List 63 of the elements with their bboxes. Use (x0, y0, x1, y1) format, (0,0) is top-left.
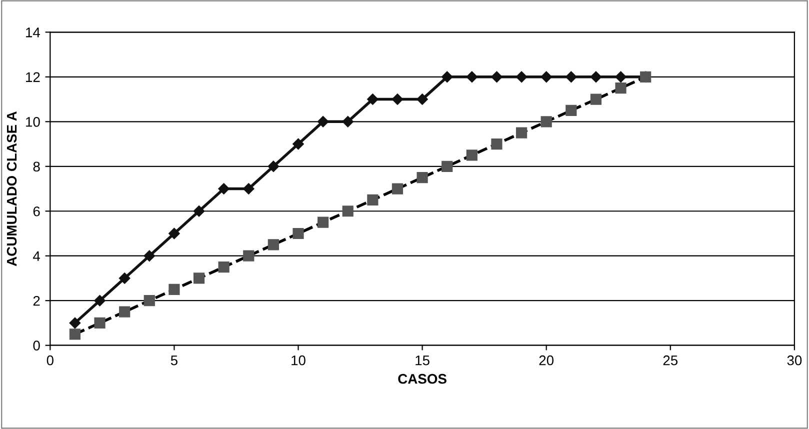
y-tick-label: 4 (33, 251, 40, 261)
y-tick-label: 6 (33, 206, 40, 216)
point (491, 138, 502, 150)
y-tick-label: 8 (33, 162, 40, 172)
point (69, 317, 81, 329)
point (144, 250, 155, 262)
point (392, 183, 404, 194)
point (590, 94, 602, 105)
point (491, 71, 502, 83)
point (119, 306, 130, 318)
point (516, 127, 528, 138)
point (94, 317, 106, 329)
y-axis-title: ACUMULADO CLASE A (6, 111, 17, 266)
point (416, 94, 428, 105)
x-axis-title: CASOS (398, 374, 446, 384)
point (342, 206, 354, 217)
point (268, 239, 279, 250)
point (615, 71, 626, 83)
point (193, 206, 205, 217)
point (168, 284, 180, 295)
y-tick-label: 14 (26, 28, 40, 38)
point (268, 160, 280, 172)
point (367, 94, 378, 105)
x-tick-label: 5 (170, 356, 178, 366)
point (118, 272, 130, 284)
y-tick-label: 12 (26, 72, 40, 82)
point (540, 116, 552, 128)
point (292, 138, 304, 150)
point (243, 183, 254, 194)
point (566, 71, 577, 83)
point (292, 228, 304, 240)
point (392, 94, 404, 105)
point (243, 250, 254, 262)
x-tick-label: 0 (46, 355, 54, 366)
point (516, 71, 528, 83)
point (94, 295, 106, 306)
x-tick-label: 25 (663, 355, 678, 366)
y-tick-label: 2 (33, 296, 40, 306)
x-tick-label: 10 (292, 355, 306, 366)
x-tick-label: 15 (416, 356, 430, 366)
y-tick-label: 0 (33, 340, 40, 351)
point (168, 228, 180, 240)
point (69, 328, 81, 340)
y-tick-label: 10 (26, 116, 40, 127)
point (540, 71, 552, 83)
point (442, 71, 453, 83)
point (342, 116, 354, 128)
point (442, 160, 453, 172)
point (193, 272, 205, 284)
point (318, 216, 329, 228)
point (590, 71, 602, 83)
point (566, 104, 577, 116)
x-tick-label: 20 (539, 355, 554, 366)
point (218, 261, 230, 273)
point (218, 183, 230, 194)
point (466, 71, 478, 83)
x-tick-label: 30 (787, 355, 802, 366)
point (615, 82, 626, 94)
point (317, 116, 329, 128)
point (466, 150, 478, 161)
point (367, 194, 378, 206)
point (416, 172, 428, 184)
point (144, 295, 155, 306)
